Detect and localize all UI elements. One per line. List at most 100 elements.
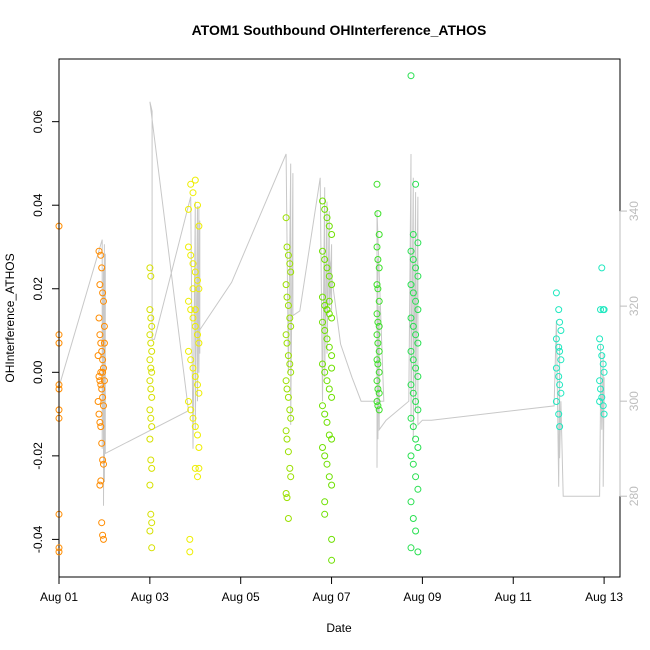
- data-point: [319, 402, 326, 410]
- data-point: [552, 398, 560, 405]
- data-point: [187, 406, 195, 414]
- data-point: [148, 464, 156, 472]
- data-point: [373, 398, 381, 405]
- data-point: [146, 264, 154, 272]
- data-point: [194, 473, 201, 481]
- data-point: [328, 435, 336, 443]
- data-point: [287, 414, 295, 422]
- data-point: [283, 385, 291, 393]
- data-point: [328, 364, 336, 372]
- data-point: [146, 331, 154, 339]
- data-point: [328, 556, 336, 564]
- data-point: [55, 544, 63, 552]
- data-point: [319, 247, 326, 255]
- plot-frame: [58, 58, 621, 578]
- series-6: [407, 72, 422, 556]
- data-point: [375, 231, 383, 238]
- data-point: [555, 343, 563, 351]
- data-point: [55, 548, 63, 556]
- data-point: [321, 302, 329, 309]
- data-point: [597, 343, 604, 351]
- x-tick-label: Aug 03: [131, 590, 169, 604]
- data-point: [146, 356, 154, 364]
- data-point: [412, 180, 420, 188]
- data-point: [146, 306, 154, 314]
- y-axis: -0.04 -0.02 0.00 0.02 0.04 0.06: [31, 110, 60, 553]
- data-point: [319, 293, 326, 301]
- secondary-y-tick-label: 280: [627, 486, 641, 506]
- data-point: [99, 531, 107, 539]
- data-point: [148, 322, 156, 330]
- data-point: [282, 281, 290, 289]
- data-point: [412, 264, 420, 272]
- data-point: [195, 339, 203, 347]
- data-point: [191, 306, 199, 314]
- data-point: [409, 515, 417, 522]
- data-point: [328, 352, 336, 360]
- data-point: [282, 490, 290, 497]
- data-point: [148, 393, 156, 401]
- data-point: [282, 214, 290, 222]
- data-point: [325, 473, 333, 481]
- data-point: [596, 398, 604, 405]
- data-point: [194, 276, 201, 284]
- data-point: [414, 239, 422, 247]
- data-point: [325, 310, 333, 318]
- data-point: [375, 406, 383, 414]
- data-point: [375, 368, 383, 376]
- data-point: [555, 373, 563, 380]
- data-point: [96, 331, 104, 339]
- data-point: [373, 331, 381, 339]
- data-point: [189, 260, 197, 268]
- data-point: [374, 385, 382, 393]
- data-point: [97, 381, 105, 389]
- data-point: [96, 281, 104, 289]
- data-point: [319, 360, 326, 368]
- data-point: [412, 473, 420, 481]
- x-axis-label: Date: [326, 621, 352, 635]
- data-point: [98, 385, 106, 393]
- data-point: [95, 373, 103, 380]
- data-point: [600, 410, 608, 418]
- data-point: [100, 297, 107, 305]
- data-point: [414, 272, 422, 280]
- data-point: [189, 189, 197, 197]
- data-point: [328, 393, 336, 401]
- data-point: [195, 444, 203, 451]
- data-point: [147, 272, 155, 280]
- data-point: [194, 331, 201, 339]
- data-point: [282, 331, 290, 339]
- data-point: [286, 260, 294, 268]
- x-tick-label: Aug 07: [313, 590, 351, 604]
- data-point: [409, 356, 417, 364]
- y-tick-label: 0.04: [31, 193, 45, 217]
- data-point: [323, 460, 331, 468]
- x-tick-label: Aug 11: [495, 590, 532, 604]
- data-point: [596, 377, 604, 385]
- data-point: [321, 510, 329, 518]
- data-point: [407, 381, 415, 389]
- data-point: [414, 485, 422, 493]
- data-point: [373, 281, 381, 289]
- data-point: [414, 548, 422, 556]
- data-point: [96, 481, 104, 489]
- data-point: [187, 251, 195, 259]
- data-point: [556, 347, 564, 355]
- data-point: [375, 389, 383, 397]
- data-point: [147, 456, 155, 464]
- data-point: [328, 535, 336, 543]
- data-point: [323, 377, 331, 385]
- data-point: [597, 385, 604, 393]
- secondary-y-tick-label: 320: [627, 296, 641, 316]
- data-point: [99, 393, 107, 401]
- data-point: [187, 180, 195, 188]
- data-point: [557, 389, 565, 397]
- data-point: [191, 176, 199, 184]
- data-point: [95, 410, 103, 418]
- data-point: [373, 180, 381, 188]
- data-point: [328, 481, 336, 489]
- data-point: [146, 527, 154, 535]
- data-point: [147, 510, 155, 518]
- data-point: [325, 431, 333, 439]
- data-point: [185, 398, 192, 405]
